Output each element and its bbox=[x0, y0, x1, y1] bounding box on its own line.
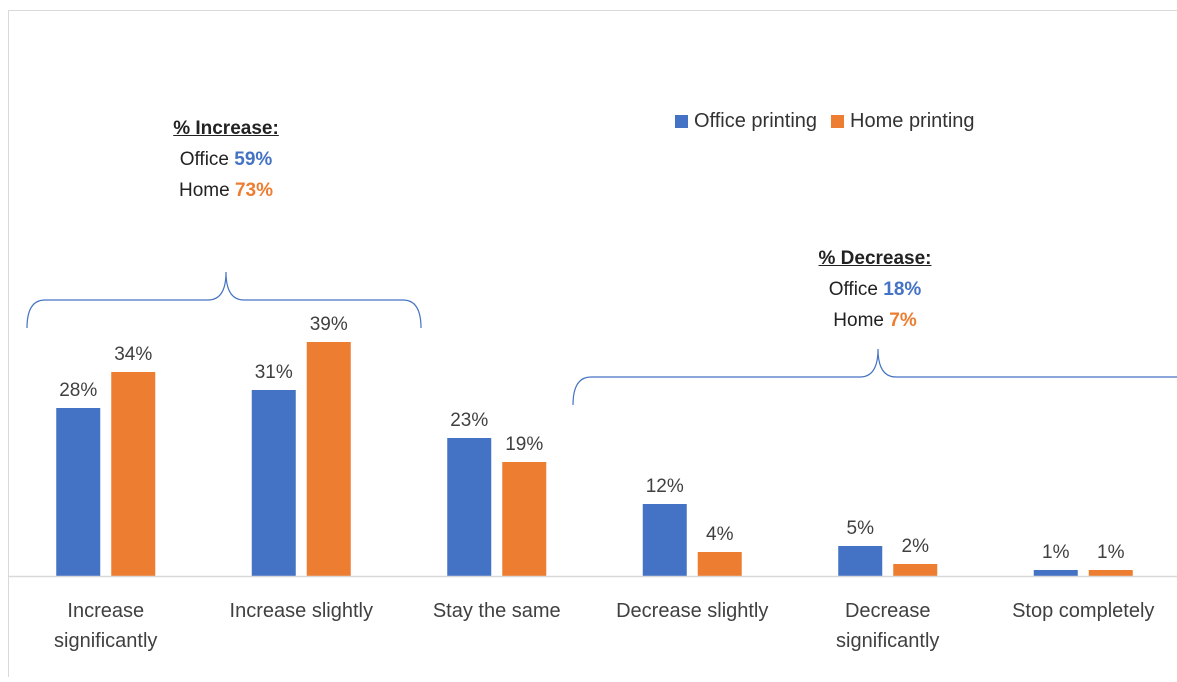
legend: Office printing Home printing bbox=[675, 110, 989, 133]
increase-home-value: 73% bbox=[234, 180, 273, 201]
data-label: 23% bbox=[450, 410, 488, 431]
bars-layer bbox=[56, 342, 1133, 576]
increase-annotation: % Increase: Office 59% Home 73% bbox=[106, 113, 346, 206]
increase-home-label: Home bbox=[179, 180, 230, 201]
x-tick-label: Increase slightly bbox=[230, 600, 373, 622]
data-label: 34% bbox=[114, 344, 152, 365]
decrease-home-value: 7% bbox=[889, 310, 917, 331]
data-label: 1% bbox=[1097, 542, 1125, 563]
increase-office-line: Office 59% bbox=[106, 144, 346, 175]
bar-office bbox=[56, 408, 101, 576]
x-tick-label: Increase bbox=[67, 600, 144, 622]
decrease-heading: % Decrease: bbox=[818, 248, 932, 269]
decrease-bracket bbox=[572, 348, 1177, 406]
bar-home bbox=[1088, 570, 1133, 576]
increase-office-value: 59% bbox=[234, 149, 273, 170]
data-labels-layer: 28% 34% 31% 39% 23% 19% 12% 4% 5% 2% 1% 1% bbox=[59, 314, 1124, 563]
x-tick-label: significantly bbox=[54, 630, 157, 652]
bar-office bbox=[447, 438, 492, 576]
bar-home bbox=[111, 372, 156, 576]
increase-office-label: Office bbox=[179, 149, 229, 170]
brackets-layer bbox=[26, 271, 1177, 406]
decrease-office-label: Office bbox=[828, 279, 878, 300]
data-label: 19% bbox=[505, 434, 543, 455]
data-label: 2% bbox=[902, 536, 930, 557]
decrease-home-label: Home bbox=[833, 310, 884, 331]
legend-label-home: Home printing bbox=[850, 110, 975, 132]
decrease-home-line: Home 7% bbox=[755, 305, 995, 336]
data-label: 12% bbox=[646, 476, 684, 497]
decrease-annotation: % Decrease: Office 18% Home 7% bbox=[755, 243, 995, 336]
bar-office bbox=[251, 390, 296, 576]
bar-home bbox=[306, 342, 351, 576]
bar-office bbox=[642, 504, 687, 576]
legend-label-office: Office printing bbox=[694, 110, 818, 132]
increase-bracket bbox=[26, 271, 422, 329]
legend-swatch-office bbox=[675, 115, 688, 128]
bar-office bbox=[1033, 570, 1078, 576]
decrease-office-value: 18% bbox=[883, 279, 922, 300]
data-label: 28% bbox=[59, 380, 97, 401]
x-tick-label: Stay the same bbox=[433, 600, 561, 622]
increase-heading: % Increase: bbox=[173, 118, 279, 139]
bar-home bbox=[502, 462, 547, 576]
x-tick-label: Decrease slightly bbox=[616, 600, 768, 622]
data-label: 4% bbox=[706, 524, 734, 545]
bar-office bbox=[838, 546, 883, 576]
x-tick-label: Decrease bbox=[845, 600, 931, 622]
data-label: 31% bbox=[255, 362, 293, 383]
legend-swatch-home bbox=[831, 115, 845, 128]
x-tick-label: Stop completely bbox=[1012, 600, 1154, 622]
legend-entry-office: Office printing bbox=[675, 110, 817, 133]
data-label: 1% bbox=[1042, 542, 1070, 563]
x-axis: Increase significantly Increase slightly St… bbox=[8, 575, 1177, 652]
data-label: 5% bbox=[847, 518, 875, 539]
x-tick-label: significantly bbox=[836, 630, 939, 652]
bar-home bbox=[893, 564, 938, 576]
decrease-office-line: Office 18% bbox=[755, 274, 995, 305]
data-label: 39% bbox=[310, 314, 348, 335]
increase-home-line: Home 73% bbox=[106, 175, 346, 206]
bar-home bbox=[697, 552, 742, 576]
legend-entry-home: Home printing bbox=[831, 110, 975, 133]
